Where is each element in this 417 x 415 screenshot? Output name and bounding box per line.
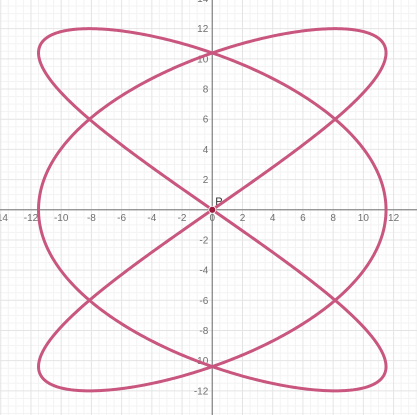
y-tick-label: 12: [197, 24, 209, 35]
y-tick-label: -2: [199, 235, 208, 246]
x-tick-label: 4: [270, 213, 276, 224]
x-tick-label: -12: [24, 213, 39, 224]
x-tick-label: 12: [388, 213, 400, 224]
y-tick-label: 10: [197, 54, 209, 65]
x-tick-label: 10: [358, 213, 370, 224]
x-tick-label: 8: [330, 213, 336, 224]
y-tick-label: 8: [203, 85, 209, 96]
point-p-marker[interactable]: [208, 205, 217, 214]
y-tick-label: -12: [194, 386, 209, 397]
x-tick-label: -10: [54, 213, 69, 224]
y-tick-label: -4: [199, 266, 208, 277]
x-tick-label: 6: [300, 213, 306, 224]
x-tick-label: 0: [209, 213, 215, 224]
y-tick-label: 14: [197, 0, 209, 5]
x-tick-label: -8: [87, 213, 96, 224]
x-tick-label: -14: [0, 213, 8, 224]
y-tick-label: -6: [199, 296, 208, 307]
point-p-label: P: [215, 196, 222, 208]
point-layer: P: [208, 196, 223, 214]
y-tick-label: 6: [203, 115, 209, 126]
y-tick-label: 2: [203, 175, 209, 186]
x-tick-label: -6: [117, 213, 126, 224]
x-tick-label: 2: [240, 213, 246, 224]
y-tick-label: -8: [199, 326, 208, 337]
x-tick-label: -4: [147, 213, 156, 224]
y-tick-label: 4: [203, 145, 209, 156]
x-tick-label: -2: [178, 213, 187, 224]
